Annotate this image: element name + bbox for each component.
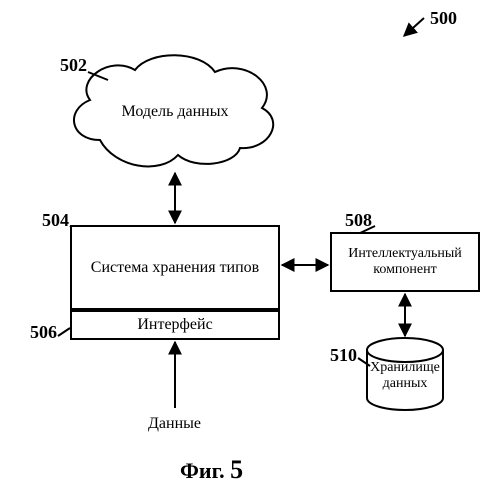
ref-504: 504 [42, 210, 69, 231]
figure-number: 5 [230, 455, 243, 484]
cylinder-text: Хранилище данных [360, 360, 450, 392]
figure-prefix: Фиг. [180, 458, 225, 483]
figure-caption: Фиг. 5 [180, 455, 243, 485]
data-label: Данные [148, 415, 201, 433]
cloud-text: Модель данных [95, 103, 255, 121]
ref-508: 508 [345, 210, 372, 231]
diagram-stage: 500 502 504 506 508 510 Модель данных Си… [0, 0, 503, 500]
intelligent-box-label: Интеллектуальный компонент [348, 246, 462, 278]
lead-506 [58, 328, 70, 336]
ref-506: 506 [30, 322, 57, 343]
arrow-ref500 [404, 18, 424, 36]
interface-box: Интерфейс [70, 310, 280, 340]
intelligent-box: Интеллектуальный компонент [330, 232, 480, 292]
ref-502: 502 [60, 55, 87, 76]
ref-500: 500 [430, 8, 457, 29]
lead-502 [88, 72, 108, 80]
ref-510: 510 [330, 345, 357, 366]
interface-box-label: Интерфейс [137, 316, 212, 334]
storage-box: Система хранения типов [70, 225, 280, 310]
storage-box-label: Система хранения типов [91, 259, 259, 277]
